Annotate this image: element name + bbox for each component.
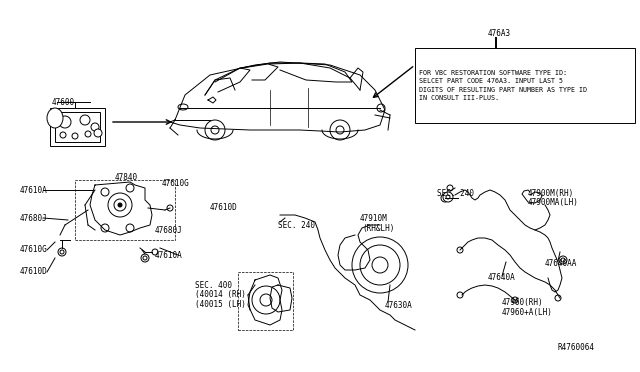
Circle shape [330, 120, 350, 140]
Circle shape [252, 286, 280, 314]
Bar [50, 108, 105, 146]
Circle shape [72, 133, 78, 139]
Circle shape [457, 292, 463, 298]
Circle shape [152, 249, 158, 255]
Text: 47610G: 47610G [20, 246, 48, 254]
Text: (40015 (LH): (40015 (LH) [195, 301, 246, 310]
Circle shape [559, 256, 567, 264]
Circle shape [336, 126, 344, 134]
Text: 476A3: 476A3 [488, 29, 511, 38]
Circle shape [126, 224, 134, 232]
Circle shape [108, 193, 132, 217]
Text: 47680J: 47680J [155, 225, 183, 234]
Circle shape [446, 195, 450, 199]
Text: 47640AA: 47640AA [545, 259, 577, 267]
Text: (40014 (RH): (40014 (RH) [195, 291, 246, 299]
Bar [55, 112, 100, 142]
Text: 47610A: 47610A [20, 186, 48, 195]
Text: 47600: 47600 [52, 97, 75, 106]
Circle shape [360, 245, 400, 285]
Text: SEC. 400: SEC. 400 [195, 280, 232, 289]
Text: (RH&LH): (RH&LH) [362, 224, 394, 232]
Circle shape [441, 194, 449, 202]
Bar [75, 180, 175, 240]
Ellipse shape [47, 108, 63, 128]
Circle shape [512, 297, 518, 303]
Circle shape [126, 184, 134, 192]
Circle shape [114, 199, 126, 211]
Circle shape [143, 256, 147, 260]
Text: 47910M: 47910M [360, 214, 388, 222]
Text: 47960+A(LH): 47960+A(LH) [502, 308, 553, 317]
Ellipse shape [377, 104, 385, 112]
Bar [238, 272, 293, 330]
Ellipse shape [178, 104, 188, 110]
Bar [415, 48, 635, 123]
Text: 47610A: 47610A [155, 250, 183, 260]
Text: 47900MA(LH): 47900MA(LH) [528, 198, 579, 206]
Text: 47610D: 47610D [20, 267, 48, 276]
Text: 47900M(RH): 47900M(RH) [528, 189, 574, 198]
Circle shape [447, 185, 453, 191]
Text: 47840: 47840 [115, 173, 138, 182]
Text: 47630A: 47630A [385, 301, 413, 310]
Circle shape [167, 205, 173, 211]
Circle shape [457, 247, 463, 253]
Text: SEC. 240: SEC. 240 [278, 221, 315, 230]
Circle shape [91, 123, 99, 131]
Circle shape [80, 115, 90, 125]
Circle shape [59, 116, 71, 128]
Circle shape [211, 126, 219, 134]
Circle shape [94, 129, 102, 137]
Circle shape [101, 224, 109, 232]
Text: FOR VBC RESTORATION SOFTWARE TYPE ID:
SELCET PART CODE 476A3. INPUT LAST 5
DIGIT: FOR VBC RESTORATION SOFTWARE TYPE ID: SE… [419, 70, 587, 101]
Circle shape [58, 248, 66, 256]
Circle shape [555, 295, 561, 301]
Circle shape [60, 250, 64, 254]
Circle shape [561, 258, 565, 262]
Circle shape [205, 120, 225, 140]
Circle shape [85, 131, 91, 137]
Circle shape [260, 294, 272, 306]
Circle shape [352, 237, 408, 293]
Circle shape [118, 203, 122, 207]
Circle shape [443, 192, 453, 202]
Text: 47610D: 47610D [210, 202, 237, 212]
Text: SEC. 240: SEC. 240 [437, 189, 474, 198]
Text: 47960(RH): 47960(RH) [502, 298, 543, 308]
Circle shape [372, 257, 388, 273]
Text: R4760064: R4760064 [558, 343, 595, 353]
Text: 47680J: 47680J [20, 214, 48, 222]
Circle shape [141, 254, 149, 262]
Circle shape [101, 188, 109, 196]
Circle shape [60, 132, 66, 138]
Text: 47610G: 47610G [162, 179, 189, 187]
Text: 47640A: 47640A [488, 273, 516, 282]
